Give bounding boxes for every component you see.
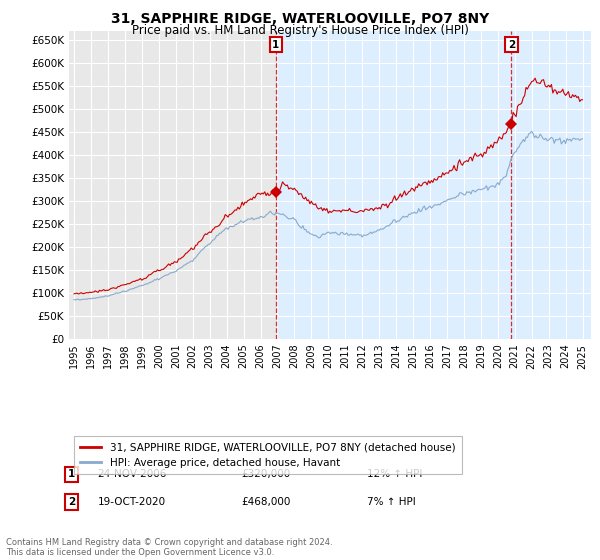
Text: 31, SAPPHIRE RIDGE, WATERLOOVILLE, PO7 8NY: 31, SAPPHIRE RIDGE, WATERLOOVILLE, PO7 8… bbox=[111, 12, 489, 26]
Text: 19-OCT-2020: 19-OCT-2020 bbox=[98, 497, 166, 507]
Text: 1: 1 bbox=[68, 469, 75, 479]
Bar bbox=[276, 31, 591, 339]
Text: 24-NOV-2006: 24-NOV-2006 bbox=[98, 469, 167, 479]
Text: Price paid vs. HM Land Registry's House Price Index (HPI): Price paid vs. HM Land Registry's House … bbox=[131, 24, 469, 36]
Text: 12% ↑ HPI: 12% ↑ HPI bbox=[367, 469, 422, 479]
Text: £468,000: £468,000 bbox=[241, 497, 290, 507]
Text: £320,000: £320,000 bbox=[241, 469, 290, 479]
Text: 2: 2 bbox=[68, 497, 75, 507]
Text: 2: 2 bbox=[508, 40, 515, 50]
Text: 1: 1 bbox=[272, 40, 280, 50]
Legend: 31, SAPPHIRE RIDGE, WATERLOOVILLE, PO7 8NY (detached house), HPI: Average price,: 31, SAPPHIRE RIDGE, WATERLOOVILLE, PO7 8… bbox=[74, 436, 461, 474]
Text: 7% ↑ HPI: 7% ↑ HPI bbox=[367, 497, 415, 507]
Text: Contains HM Land Registry data © Crown copyright and database right 2024.
This d: Contains HM Land Registry data © Crown c… bbox=[6, 538, 332, 557]
